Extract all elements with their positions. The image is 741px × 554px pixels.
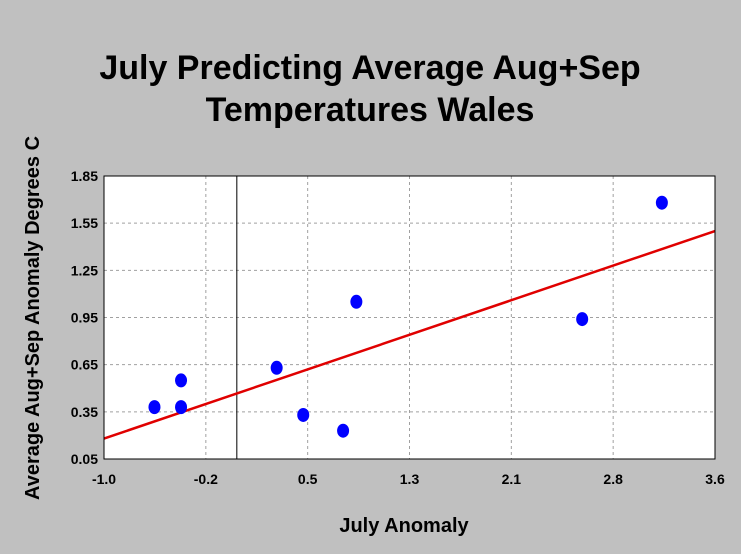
x-tick-label: 1.3 <box>400 471 420 487</box>
x-tick-labels: -1.0 -0.2 0.5 1.3 2.1 2.8 3.6 <box>92 471 725 487</box>
data-point <box>175 373 188 388</box>
data-points <box>148 195 668 438</box>
y-tick-label: 1.85 <box>71 168 98 184</box>
data-point <box>337 423 350 438</box>
x-tick-label: 2.8 <box>603 471 623 487</box>
x-tick-label: 0.5 <box>298 471 318 487</box>
y-tick-label: 0.35 <box>71 404 98 420</box>
data-point <box>655 195 668 210</box>
y-tick-label: 0.05 <box>71 451 98 467</box>
trendline <box>103 229 716 440</box>
y-tick-labels: 0.05 0.35 0.65 0.95 1.25 1.55 1.85 <box>71 168 98 467</box>
data-point <box>350 294 363 309</box>
y-tick-label: 1.25 <box>71 262 98 278</box>
y-tick-label: 1.55 <box>71 215 98 231</box>
data-point <box>175 400 188 415</box>
chart-title-line-1: July Predicting Average Aug+Sep <box>99 49 640 87</box>
x-tick-label: 2.1 <box>502 471 522 487</box>
chart-title-line-2: Temperatures Wales <box>206 91 535 129</box>
data-point <box>297 407 310 422</box>
y-tick-label: 0.95 <box>71 310 98 326</box>
x-tick-label: -0.2 <box>194 471 218 487</box>
x-axis-label: July Anomaly <box>339 515 469 537</box>
x-tick-label: 3.6 <box>705 471 725 487</box>
x-tick-label: -1.0 <box>92 471 116 487</box>
data-point <box>576 312 589 327</box>
y-tick-label: 0.65 <box>71 357 98 373</box>
data-point <box>270 360 283 375</box>
data-point <box>148 400 161 415</box>
y-axis-label: Average Aug+Sep Anomaly Degrees C <box>22 136 44 500</box>
plot-frame <box>103 175 716 460</box>
